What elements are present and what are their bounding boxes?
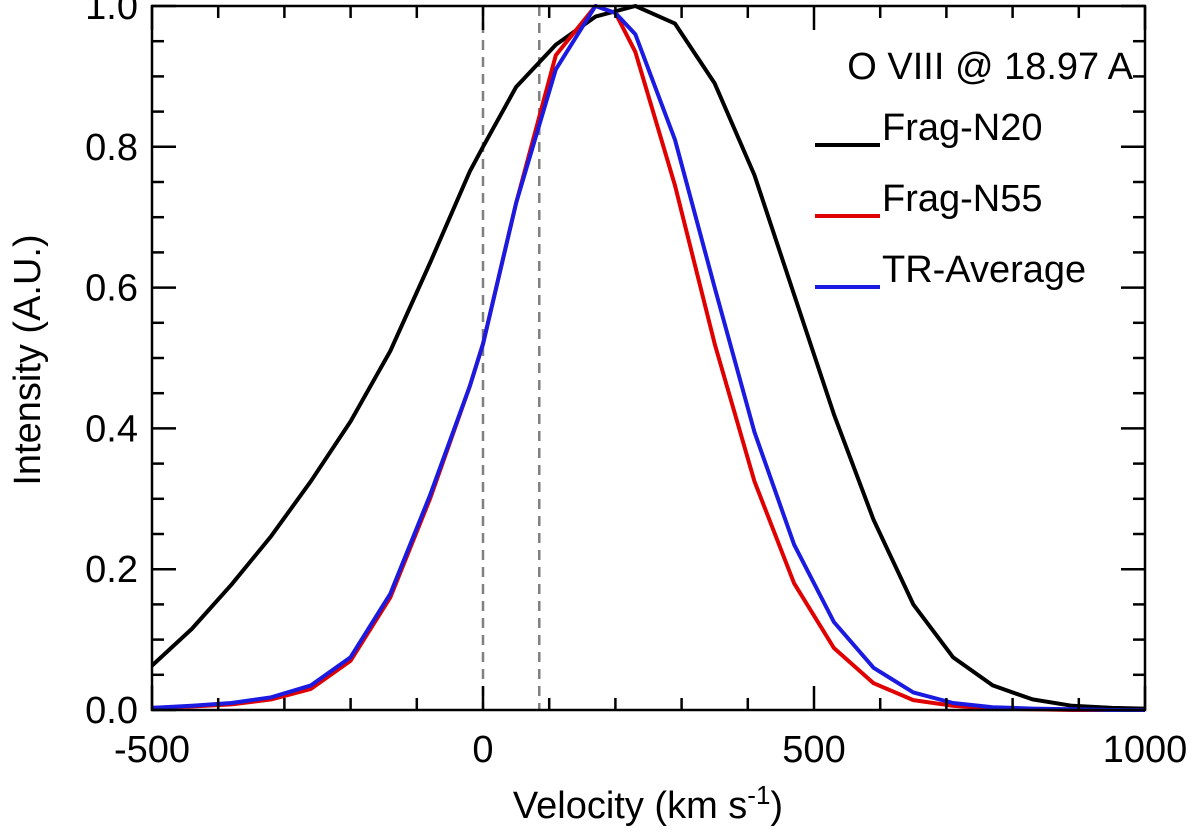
y-axis-label: Intensity (A.U.) xyxy=(7,234,49,485)
y-tick-label: 0.6 xyxy=(85,268,138,310)
x-axis-label-base: Velocity (km s xyxy=(513,785,747,827)
x-tick-label: 1000 xyxy=(1103,729,1188,771)
y-tick-label: 0.8 xyxy=(85,127,138,169)
legend: Frag-N20 Frag-N55 TR-Average xyxy=(815,107,1086,291)
axis-ticks xyxy=(150,4,1147,712)
tick-labels: -500 0 500 1000 0.0 0.2 0.4 0.6 0.8 1.0 xyxy=(85,0,1187,771)
chart-annotation: O VIII @ 18.97 A xyxy=(847,46,1133,88)
series-line-frag-n55 xyxy=(151,4,1145,712)
x-axis-label: Velocity (km s-1) xyxy=(513,780,783,827)
legend-label-frag-n20: Frag-N20 xyxy=(882,107,1043,149)
legend-label-frag-n55: Frag-N55 xyxy=(882,178,1043,220)
x-tick-label: -500 xyxy=(114,729,190,771)
y-tick-label: 1.0 xyxy=(85,0,138,28)
legend-label-tr-average: TR-Average xyxy=(882,249,1086,291)
y-tick-label: 0.2 xyxy=(85,549,138,591)
series-line-tr-average xyxy=(151,4,1145,712)
x-axis-label-tail: ) xyxy=(770,785,783,827)
y-tick-label: 0.0 xyxy=(85,690,138,732)
x-tick-label: 500 xyxy=(782,729,845,771)
x-axis-label-superscript: -1 xyxy=(747,780,770,810)
y-tick-label: 0.4 xyxy=(85,408,138,450)
x-tick-label: 0 xyxy=(472,729,493,771)
